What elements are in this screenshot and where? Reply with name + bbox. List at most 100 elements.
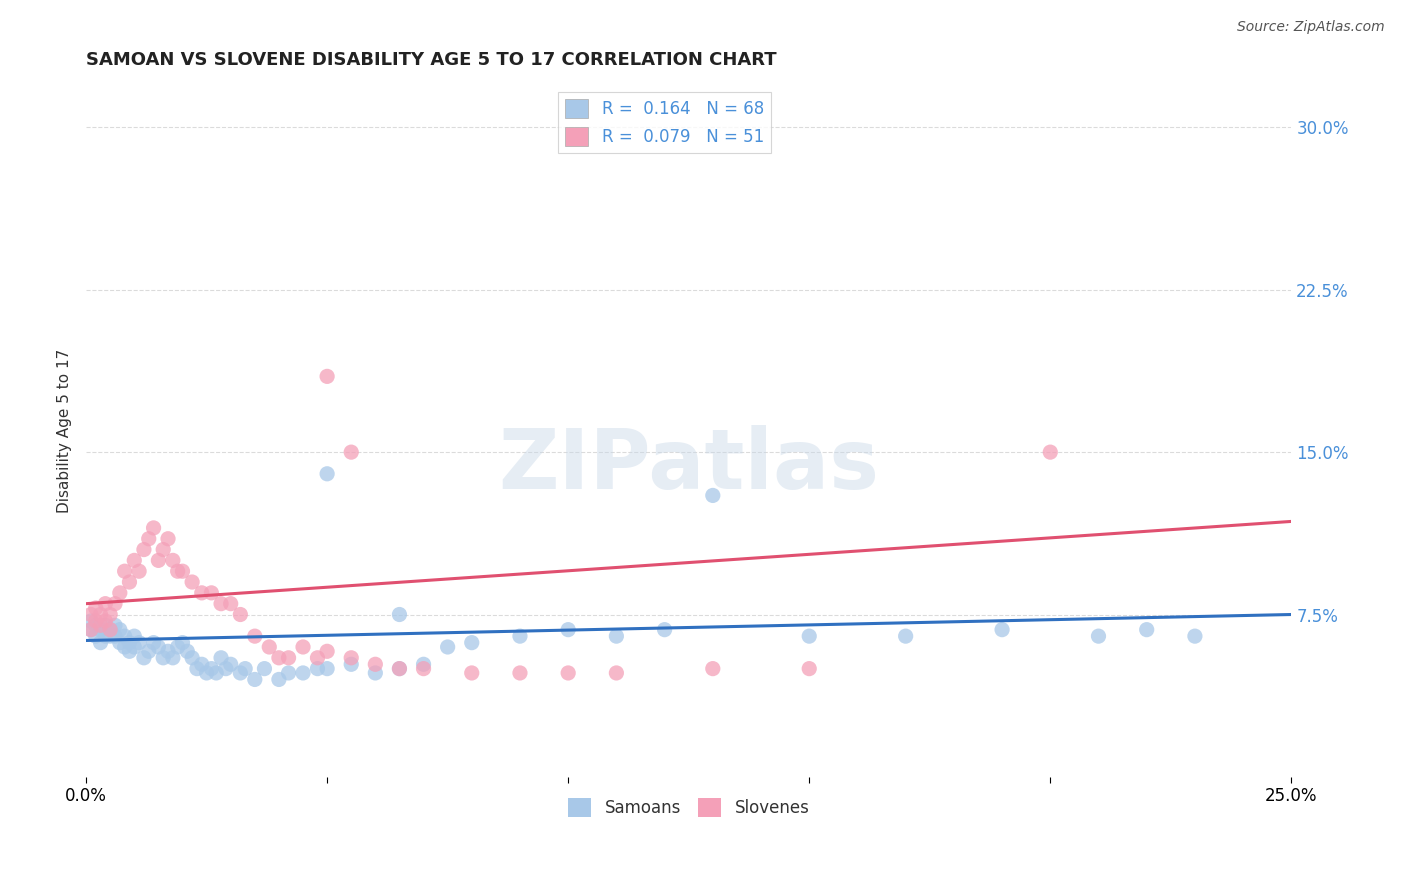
Point	[215, 662, 238, 676]
Point	[195, 665, 218, 680]
Point	[181, 650, 204, 665]
Point	[162, 553, 184, 567]
Point	[114, 640, 136, 654]
Point	[90, 618, 112, 632]
Point	[1087, 629, 1109, 643]
Point	[124, 553, 146, 567]
Point	[84, 618, 107, 632]
Text: Source: ZipAtlas.com: Source: ZipAtlas.com	[1237, 20, 1385, 34]
Point	[181, 575, 204, 590]
Point	[243, 673, 266, 687]
Point	[277, 665, 299, 680]
Point	[80, 623, 103, 637]
Point	[166, 640, 188, 654]
Point	[412, 657, 434, 672]
Point	[316, 467, 339, 481]
Point	[142, 521, 165, 535]
Point	[388, 607, 411, 622]
Point	[142, 635, 165, 649]
Point	[98, 623, 121, 637]
Point	[80, 607, 103, 622]
Point	[229, 607, 252, 622]
Point	[172, 635, 194, 649]
Point	[316, 662, 339, 676]
Point	[176, 644, 198, 658]
Point	[148, 553, 170, 567]
Point	[219, 597, 242, 611]
Point	[1184, 629, 1206, 643]
Point	[605, 665, 627, 680]
Point	[124, 629, 146, 643]
Point	[894, 629, 917, 643]
Point	[80, 614, 103, 628]
Point	[364, 657, 387, 672]
Point	[172, 564, 194, 578]
Point	[94, 618, 117, 632]
Point	[557, 623, 579, 637]
Point	[509, 665, 531, 680]
Point	[108, 586, 131, 600]
Point	[292, 665, 315, 680]
Point	[209, 650, 232, 665]
Point	[364, 665, 387, 680]
Y-axis label: Disability Age 5 to 17: Disability Age 5 to 17	[58, 349, 72, 513]
Point	[118, 644, 141, 658]
Point	[388, 662, 411, 676]
Point	[307, 650, 329, 665]
Point	[340, 445, 363, 459]
Point	[340, 650, 363, 665]
Point	[267, 673, 290, 687]
Point	[654, 623, 676, 637]
Point	[90, 607, 112, 622]
Point	[128, 564, 150, 578]
Point	[509, 629, 531, 643]
Point	[991, 623, 1014, 637]
Point	[412, 662, 434, 676]
Point	[243, 629, 266, 643]
Point	[209, 597, 232, 611]
Point	[132, 542, 155, 557]
Point	[307, 662, 329, 676]
Point	[104, 618, 127, 632]
Point	[108, 623, 131, 637]
Text: SAMOAN VS SLOVENE DISABILITY AGE 5 TO 17 CORRELATION CHART: SAMOAN VS SLOVENE DISABILITY AGE 5 TO 17…	[86, 51, 776, 69]
Point	[200, 662, 222, 676]
Point	[104, 629, 127, 643]
Point	[98, 623, 121, 637]
Point	[90, 623, 112, 637]
Point	[702, 662, 724, 676]
Point	[200, 586, 222, 600]
Point	[316, 644, 339, 658]
Point	[461, 665, 484, 680]
Point	[124, 640, 146, 654]
Point	[461, 635, 484, 649]
Point	[702, 488, 724, 502]
Point	[799, 629, 821, 643]
Point	[229, 665, 252, 680]
Point	[162, 650, 184, 665]
Point	[98, 607, 121, 622]
Point	[157, 644, 180, 658]
Point	[94, 597, 117, 611]
Text: ZIPatlas: ZIPatlas	[498, 425, 879, 506]
Point	[118, 575, 141, 590]
Point	[84, 601, 107, 615]
Point	[90, 635, 112, 649]
Legend: Samoans, Slovenes: Samoans, Slovenes	[561, 791, 815, 824]
Point	[152, 542, 174, 557]
Point	[388, 662, 411, 676]
Point	[104, 597, 127, 611]
Point	[277, 650, 299, 665]
Point	[233, 662, 256, 676]
Point	[186, 662, 208, 676]
Point	[114, 564, 136, 578]
Point	[259, 640, 281, 654]
Point	[138, 532, 160, 546]
Point	[292, 640, 315, 654]
Point	[191, 586, 214, 600]
Point	[205, 665, 228, 680]
Point	[128, 635, 150, 649]
Point	[84, 614, 107, 628]
Point	[191, 657, 214, 672]
Point	[132, 650, 155, 665]
